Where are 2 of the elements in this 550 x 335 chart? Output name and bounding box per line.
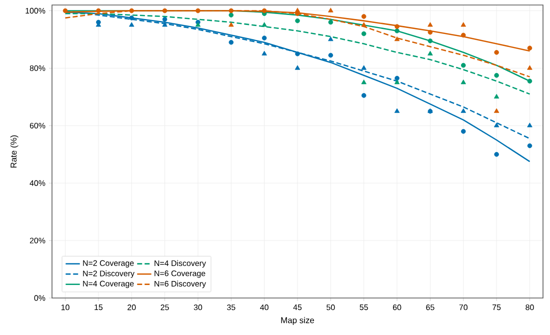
y-axis-title: Rate (%) [10,135,18,168]
x-axis-title: Map size [281,316,314,325]
